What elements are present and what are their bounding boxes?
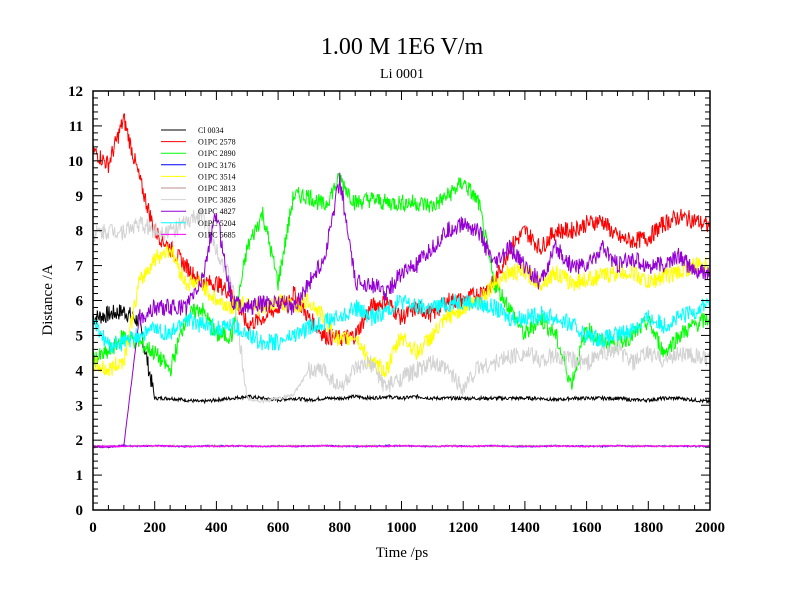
x-tick-label: 1000 [387, 520, 417, 536]
legend-label: O1PC 3813 [198, 184, 236, 193]
y-tick-label: 10 [68, 154, 83, 170]
legend-label: O1PC 3514 [198, 172, 236, 181]
legend-label: O1PC 4827 [198, 207, 236, 216]
legend-label: O1PC 5204 [198, 219, 236, 228]
y-tick-label: 6 [76, 294, 84, 310]
x-tick-label: 2000 [695, 520, 725, 536]
legend-label: O1PC 2578 [198, 138, 236, 147]
x-tick-label: 1400 [510, 520, 540, 536]
x-tick-label: 200 [143, 520, 166, 536]
x-tick-label: 1800 [633, 520, 663, 536]
legend-label: O1PC 3176 [198, 161, 236, 170]
x-axis-label: Time /ps [376, 545, 429, 561]
series-line-cl-0034 [92, 304, 710, 405]
chart-subtitle: Li 0001 [380, 67, 424, 82]
axes: 0 200 400 600 800 1000 1200 1400 1600 1800 2000012… [68, 84, 725, 536]
series-line-o1pc-4827 [92, 172, 711, 449]
y-tick-label: 5 [76, 328, 84, 344]
legend-label: O1PC 3826 [198, 196, 236, 205]
y-tick-label: 12 [68, 84, 83, 100]
y-tick-label: 1 [76, 468, 84, 484]
y-tick-label: 8 [76, 224, 84, 240]
legend-label: O1PC 2890 [198, 149, 236, 158]
x-tick-label: 1600 [572, 520, 602, 536]
y-tick-label: 2 [76, 433, 84, 449]
series-lines [92, 113, 711, 449]
x-tick-label: 800 [329, 520, 352, 536]
y-tick-label: 9 [76, 189, 84, 205]
series-line-o1pc-3514 [92, 244, 711, 378]
y-tick-label: 11 [69, 119, 83, 135]
legend: Cl 0034 O1PC 2578 O1PC 2890 O1PC 3176 O1PC 3… [161, 126, 236, 239]
series-line-o1pc-2578 [92, 113, 711, 347]
y-tick-label: 4 [76, 363, 84, 379]
x-tick-label: 1200 [448, 520, 478, 536]
chart-title: 1.00 M 1E6 V/m [321, 34, 484, 60]
legend-label: O1PC 5685 [198, 230, 236, 239]
x-tick-label: 400 [205, 520, 228, 536]
y-tick-label: 0 [76, 503, 84, 519]
x-tick-label: 0 [89, 520, 97, 536]
y-tick-label: 3 [76, 398, 84, 414]
series-line-o1pc-5204 [92, 293, 711, 355]
y-axis-label: Distance /A [40, 264, 56, 335]
legend-label: Cl 0034 [198, 126, 224, 135]
series-line-o1pc-5685 [92, 444, 711, 449]
series-line-o1pc-3826 [92, 207, 711, 405]
y-tick-label: 7 [76, 259, 84, 275]
x-tick-label: 600 [267, 520, 290, 536]
